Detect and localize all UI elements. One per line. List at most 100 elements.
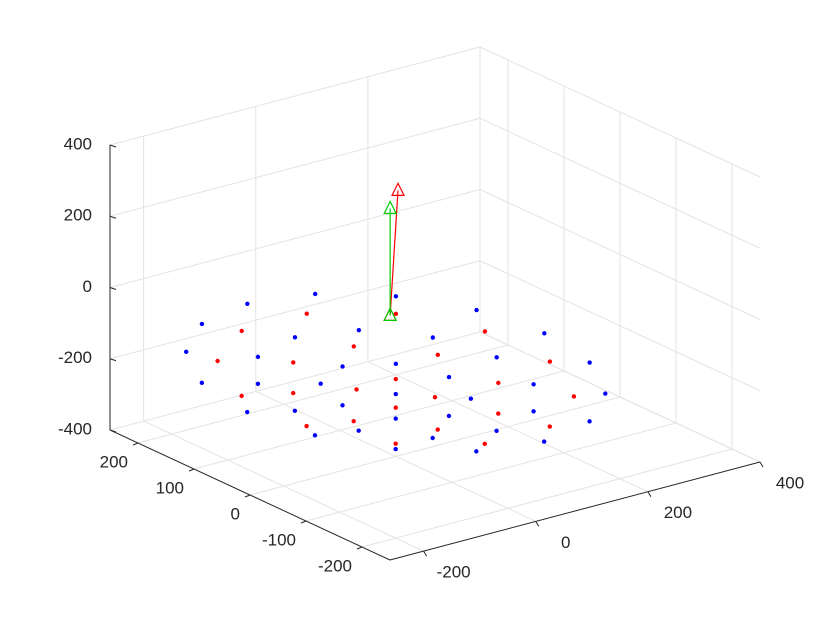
grid-line <box>305 422 677 522</box>
y-tick <box>188 468 195 472</box>
point <box>340 403 345 408</box>
point <box>547 359 553 364</box>
x-tick <box>423 550 428 557</box>
point <box>340 364 345 369</box>
point <box>542 331 547 336</box>
point <box>393 311 399 316</box>
y-tick-label: 0 <box>231 504 240 523</box>
point <box>393 446 398 452</box>
point <box>184 349 189 355</box>
z-tick-label: -400 <box>58 419 92 438</box>
z-tick <box>109 144 117 148</box>
point <box>245 301 250 306</box>
x-tick <box>535 521 540 527</box>
point <box>446 374 452 380</box>
y-tick-label: 200 <box>100 452 128 471</box>
point <box>482 329 488 334</box>
x-axis <box>389 461 761 561</box>
grid-line <box>479 189 761 320</box>
point <box>351 344 356 349</box>
y-tick <box>300 520 307 524</box>
y-tick <box>244 494 251 498</box>
point <box>291 360 296 365</box>
point <box>351 418 356 424</box>
point <box>318 381 323 386</box>
point <box>496 380 501 386</box>
point <box>571 394 577 399</box>
point <box>541 439 547 444</box>
point <box>356 428 361 433</box>
point <box>435 427 440 432</box>
point <box>393 361 398 367</box>
point <box>393 416 398 421</box>
point <box>393 441 398 446</box>
point <box>215 358 220 364</box>
point <box>531 409 536 414</box>
grid-line <box>109 260 481 360</box>
point <box>255 381 261 387</box>
x-tick-label: -200 <box>437 563 471 582</box>
grid-line <box>249 396 621 496</box>
point <box>494 355 499 360</box>
grid-line <box>109 331 481 431</box>
point <box>482 441 487 446</box>
point <box>199 321 205 327</box>
x-tick <box>647 491 652 497</box>
z-tick <box>109 358 117 362</box>
grid-line <box>479 260 761 392</box>
arrow-base <box>383 307 398 321</box>
point <box>304 423 309 429</box>
grid-line <box>361 448 733 548</box>
point <box>587 419 592 424</box>
point <box>255 354 261 360</box>
point <box>494 428 499 434</box>
z-tick-label: 0 <box>83 277 92 296</box>
point <box>393 391 398 397</box>
point <box>446 413 452 419</box>
x-tick-label: 200 <box>664 503 692 522</box>
point <box>603 391 608 396</box>
point <box>304 311 309 316</box>
point <box>496 411 501 416</box>
point <box>312 291 318 297</box>
z-tick <box>109 287 117 290</box>
point <box>468 396 474 401</box>
point <box>356 327 362 333</box>
point <box>587 360 592 365</box>
point <box>531 382 536 387</box>
x-tick <box>759 461 764 468</box>
point <box>474 307 479 313</box>
grid-line <box>137 344 509 444</box>
grid-line <box>479 46 761 178</box>
point <box>239 328 244 334</box>
point <box>244 409 250 415</box>
point <box>435 352 441 357</box>
point <box>354 387 359 392</box>
point <box>432 395 438 400</box>
grid-line <box>479 117 761 249</box>
point <box>474 449 479 454</box>
point <box>199 380 205 385</box>
arrow <box>389 190 399 316</box>
grid-line <box>193 370 565 470</box>
grid-line <box>109 189 481 288</box>
z-tick-label: 200 <box>64 206 92 225</box>
point <box>239 393 244 399</box>
z-tick-label: 400 <box>64 134 92 153</box>
point <box>393 294 399 299</box>
arrow-head <box>383 200 398 215</box>
point <box>292 408 298 414</box>
z-tick <box>109 429 117 433</box>
x-tick-label: 0 <box>561 533 570 552</box>
arrow-head <box>391 182 405 196</box>
point <box>292 335 298 340</box>
point <box>430 435 435 441</box>
grid-line <box>109 117 481 217</box>
point <box>393 376 398 382</box>
z-tick <box>109 215 117 219</box>
z-tick-label: -200 <box>58 348 92 367</box>
x-tick-label: 400 <box>776 473 804 492</box>
y-tick-label: -200 <box>318 556 352 575</box>
grid-line <box>479 331 761 463</box>
